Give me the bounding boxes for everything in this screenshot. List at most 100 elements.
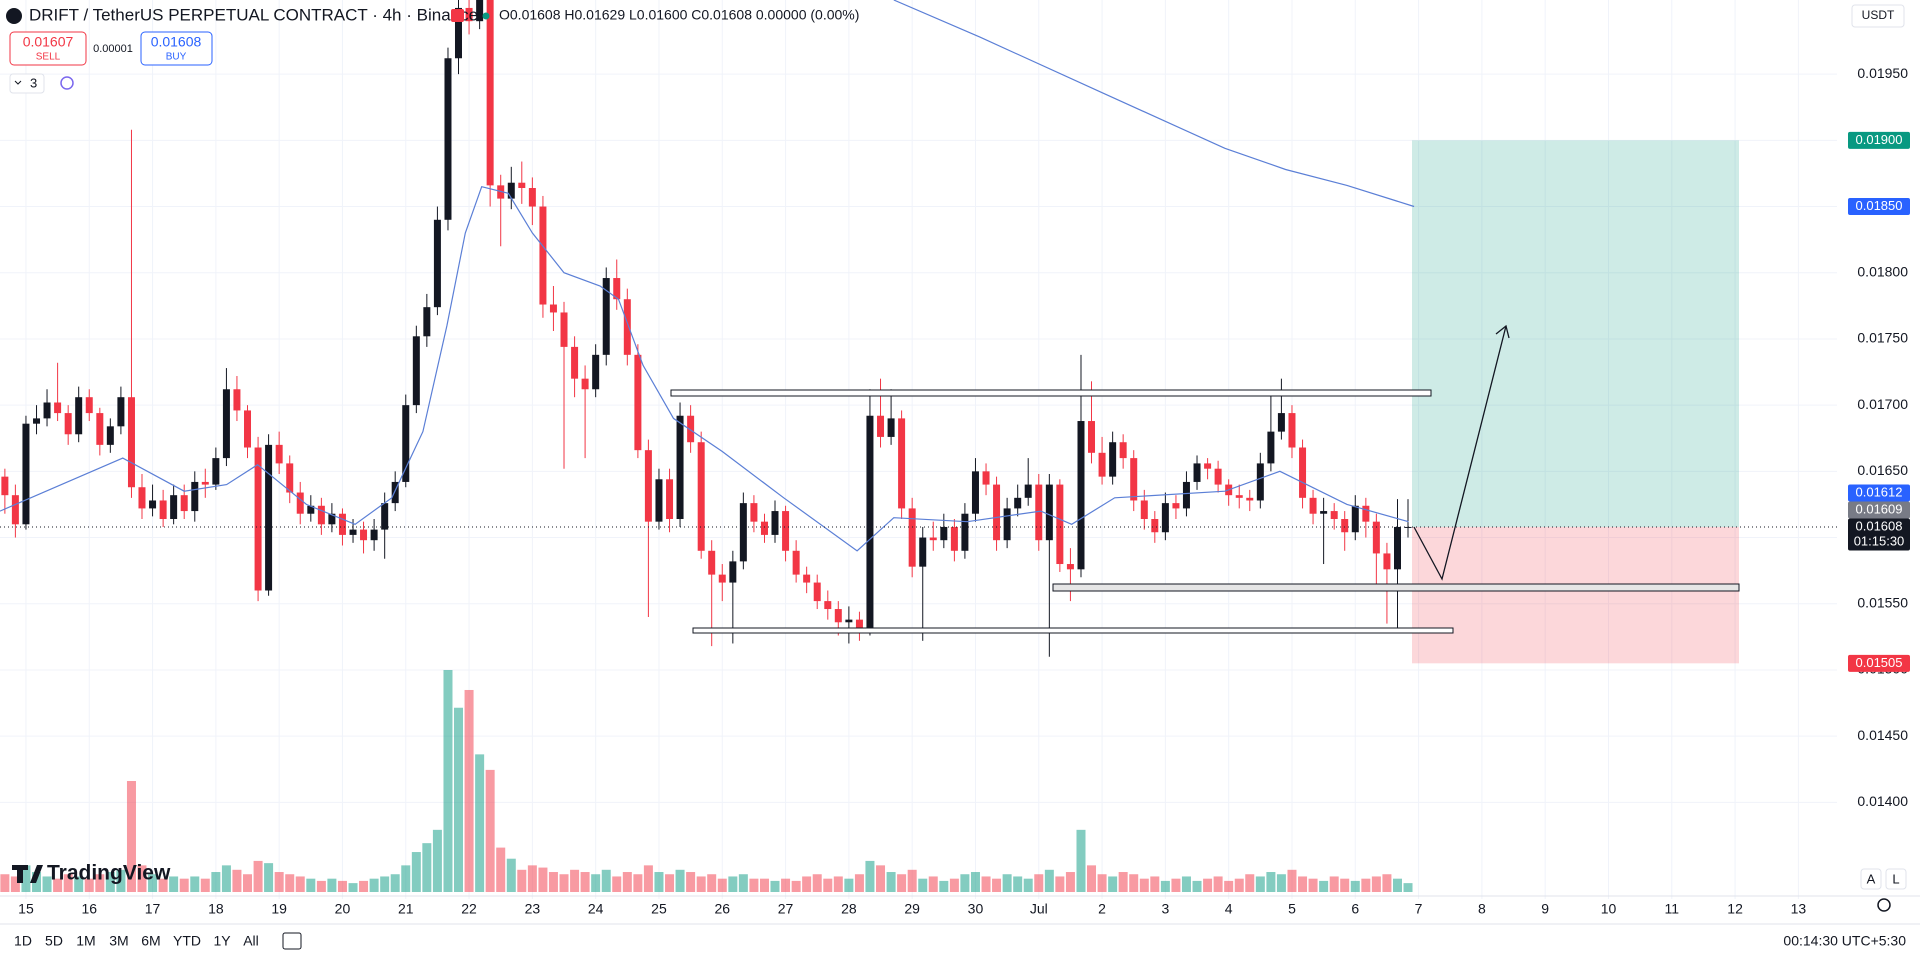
x-tick-label: Jul: [1030, 901, 1048, 917]
range-button[interactable]: 3M: [109, 933, 128, 949]
candle-body: [1077, 421, 1085, 570]
candle-body: [1309, 497, 1317, 514]
candle-body: [1193, 463, 1201, 482]
x-tick-label: 2: [1098, 901, 1106, 917]
projection-arrow[interactable]: [1413, 325, 1507, 581]
currency-button[interactable]: [1851, 4, 1905, 28]
volume-bar: [665, 874, 675, 892]
candle-body: [760, 521, 768, 535]
symbol-title[interactable]: DRIFT / TetherUS PERPETUAL CONTRACT · 4h…: [29, 5, 478, 24]
volume-bar: [992, 878, 1002, 892]
ohlc-legend: O0.01608 H0.01629 L0.01600 C0.01608 0.00…: [499, 7, 859, 23]
calendar-icon[interactable]: [282, 932, 302, 950]
candle-body: [1140, 500, 1148, 520]
candle-body: [1351, 505, 1359, 533]
volume-bar: [686, 872, 696, 892]
target-zone[interactable]: [1412, 140, 1739, 527]
volume-bar: [939, 880, 949, 892]
candle-body: [1267, 431, 1275, 464]
candle-body: [929, 537, 937, 541]
range-low-box[interactable]: [692, 627, 1454, 634]
volume-bar: [918, 878, 928, 892]
volume-bar: [1118, 872, 1128, 892]
volume-bar: [1371, 876, 1381, 892]
volume-bar: [0, 874, 10, 892]
volume-bar: [443, 670, 453, 892]
range-button[interactable]: 1M: [76, 933, 95, 949]
volume-bar: [411, 852, 421, 892]
candle-body: [96, 413, 104, 445]
candle-body: [1161, 503, 1169, 533]
support-box[interactable]: [1052, 583, 1740, 592]
volume-bar: [717, 878, 727, 892]
buy-button[interactable]: [140, 31, 213, 66]
candle-body: [33, 418, 41, 424]
range-button[interactable]: 5D: [45, 933, 63, 949]
candle-body: [855, 619, 863, 633]
stop-zone[interactable]: [1412, 526, 1739, 664]
volume-bar: [221, 865, 231, 892]
resistance-box[interactable]: [670, 389, 1432, 397]
volume-bar: [981, 876, 991, 892]
volume-bar: [148, 874, 158, 892]
x-tick-label: 3: [1161, 901, 1169, 917]
volume-bar: [1055, 876, 1065, 892]
candle-body: [1014, 497, 1022, 509]
volume-bar: [728, 876, 738, 892]
volume-bar: [928, 876, 938, 892]
y-tick-label: 0.01950: [1857, 65, 1908, 81]
candle-body: [507, 182, 515, 199]
candle-body: [940, 526, 948, 541]
candle-body: [370, 529, 378, 541]
sell-button[interactable]: [9, 31, 87, 66]
candle-body: [465, 7, 473, 22]
volume-bar: [1076, 829, 1086, 892]
x-tick-label: 28: [841, 901, 857, 917]
refresh-icon[interactable]: [60, 76, 74, 90]
candle-layer: [1, 0, 1412, 657]
volume-bar: [264, 863, 274, 892]
volume-bar: [907, 869, 917, 892]
x-tick-label: 25: [651, 901, 667, 917]
volume-bar: [32, 872, 42, 892]
volume-bar: [844, 878, 854, 892]
volume-bar: [1213, 876, 1223, 892]
price-badge-label: 0.01609: [1856, 501, 1903, 516]
x-tick-label: 27: [778, 901, 794, 917]
indicator-toggle[interactable]: [9, 73, 45, 94]
volume-bar: [1340, 878, 1350, 892]
candle-body: [75, 397, 83, 435]
volume-bar: [1255, 876, 1265, 892]
candle-body: [170, 495, 178, 520]
range-button[interactable]: 6M: [141, 933, 160, 949]
volume-bar: [802, 876, 812, 892]
candle-body: [412, 336, 420, 406]
volume-bar: [622, 872, 632, 892]
price-badge: [1848, 654, 1910, 672]
volume-bar: [285, 874, 295, 892]
volume-bar: [949, 878, 959, 892]
x-tick-label: 18: [208, 901, 224, 917]
candle-body: [454, 7, 462, 59]
x-tick-label: 4: [1225, 901, 1233, 917]
scale-button-label: L: [1892, 871, 1899, 886]
range-button[interactable]: 1Y: [213, 933, 231, 949]
candle-body: [877, 415, 885, 437]
candle-body: [117, 397, 125, 427]
volume-bar: [10, 876, 20, 892]
volume-bar: [63, 874, 73, 892]
scale-button[interactable]: [1860, 868, 1882, 890]
range-button[interactable]: YTD: [173, 933, 201, 949]
volume-bar: [1308, 878, 1318, 892]
candle-body: [254, 447, 262, 591]
price-badge-label: 0.01850: [1856, 198, 1903, 213]
candle-body: [549, 304, 557, 313]
brand-name[interactable]: TradingView: [47, 862, 171, 885]
range-button[interactable]: All: [243, 933, 259, 949]
settings-icon[interactable]: [1877, 898, 1891, 912]
range-button[interactable]: 1D: [14, 933, 32, 949]
y-tick-label: 0.01550: [1857, 594, 1908, 610]
flag-icon[interactable]: [451, 9, 464, 22]
price-badge-label: 0.01900: [1856, 132, 1903, 147]
scale-button[interactable]: [1885, 868, 1907, 890]
